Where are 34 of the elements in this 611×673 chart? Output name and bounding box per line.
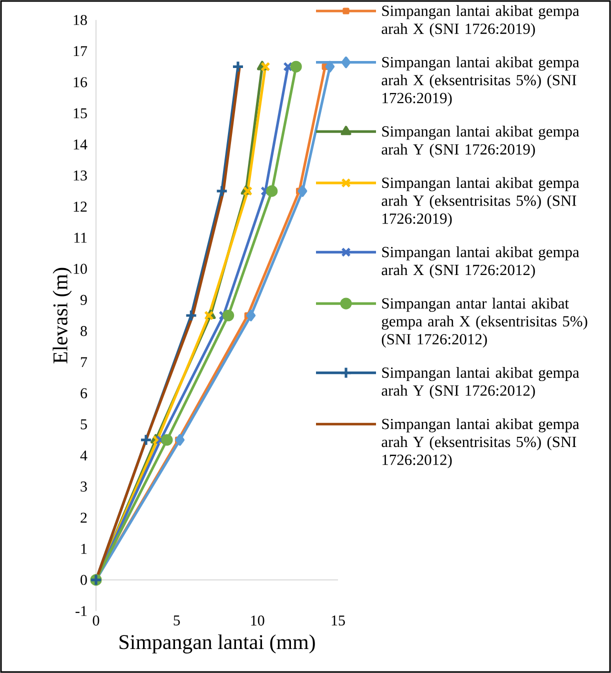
x-tick-label: 0: [92, 616, 100, 626]
y-tick-label: 6: [80, 388, 88, 398]
y-tick-label: 14: [74, 139, 88, 150]
y-axis-title: Elevasi (m): [52, 268, 72, 364]
y-tick-label: 2: [80, 512, 87, 523]
legend-label: Simpangan lantai akibat gempa arah X (SNI 1726:2019): [382, 5, 580, 38]
y-tick-label: 10: [74, 264, 87, 274]
legend-label: Simpangan lantai akibat gempa arah X (SNI 1726:2012): [382, 246, 580, 278]
y-tick-label: 13: [74, 170, 87, 181]
x-tick-label: 10: [251, 616, 264, 626]
x-tick-label: 5: [174, 616, 180, 626]
legend-label: Simpangan lantai akibat gempa arah Y (SNI 1726:2012): [382, 366, 580, 399]
y-tick-label: 17: [74, 46, 88, 56]
y-tick-label: 8: [80, 326, 87, 336]
y-tick-label: 4: [80, 450, 88, 460]
legend-label: Simpangan lantai akibat gempa arah Y (eksentrisitas 5%) (SNI 1726:2019): [382, 177, 580, 227]
y-tick-label: 0: [80, 574, 87, 585]
legend-label: Simpangan lantai akibat gempa arah Y (eksentrisitas 5%) (SNI 1726:2012): [382, 418, 580, 468]
legend-label: Simpangan lantai akibat gempa arah X (eksentrisitas 5%) (SNI 1726:2019): [382, 56, 580, 106]
y-tick-label: 16: [74, 77, 88, 88]
y-tick-label: 1: [81, 544, 87, 554]
y-tick-label: 18: [74, 14, 87, 26]
y-tick-label: 15: [74, 108, 87, 118]
y-tick-label: 7: [80, 357, 88, 368]
legend-label: Simpangan lantai akibat gempa arah Y (SNI 1726:2019): [382, 126, 580, 158]
y-tick-label: -1: [76, 606, 87, 616]
y-tick-label: 9: [80, 294, 87, 305]
legend-label: Simpangan antar lantai akibat gempa arah X (eksentrisitas 5%) (SNI 1726:2012): [382, 298, 588, 348]
y-tick-label: 12: [74, 202, 87, 212]
y-tick-label: 11: [74, 232, 87, 243]
y-tick-label: 3: [80, 482, 87, 492]
y-tick-label: 5: [80, 419, 87, 430]
x-axis-title: Simpangan lantai (mm): [120, 634, 315, 654]
x-tick-label: 15: [332, 616, 345, 626]
